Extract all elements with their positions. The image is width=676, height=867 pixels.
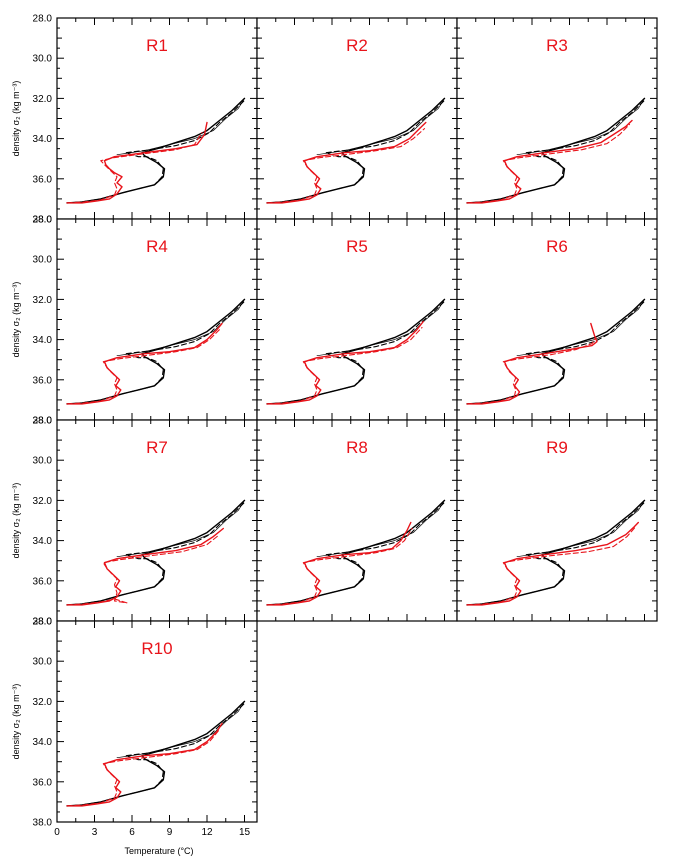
model-profile-dashed — [266, 527, 413, 606]
panel-r5: R5 — [256, 218, 458, 421]
y-axis-title: density σ₂ (kg m⁻³) — [11, 81, 21, 157]
model-profile-solid — [266, 521, 412, 606]
panel-r3: R3 — [456, 17, 658, 220]
panel-r6: R6 — [456, 218, 658, 421]
obs-profile-dashed — [66, 99, 246, 204]
model-profile-solid — [66, 527, 224, 606]
y-tick-label: 38.0 — [33, 617, 53, 628]
obs-profile-thin — [116, 701, 245, 759]
obs-profile-thin — [516, 98, 645, 156]
model-profile-dashed — [66, 329, 221, 405]
model-profile-dashed — [66, 728, 221, 807]
model-profile-dashed — [66, 534, 221, 606]
panel-label: R7 — [146, 438, 168, 457]
panel-label: R4 — [146, 237, 168, 256]
obs-profile-thin — [116, 500, 245, 558]
panel-r9: R9 — [456, 419, 658, 622]
model-profile-dashed — [466, 337, 597, 405]
obs-profile-dashed — [66, 300, 246, 405]
obs-profile-dashed — [466, 99, 646, 204]
model-profile-solid — [66, 322, 223, 405]
y-tick-label: 34.0 — [33, 737, 53, 748]
y-tick-label: 30.0 — [33, 657, 53, 668]
obs-profile-thin — [316, 98, 445, 156]
obs-profile-dashed — [466, 501, 646, 606]
obs-profile-dashed — [466, 300, 646, 405]
y-tick-label: 38.0 — [33, 818, 53, 829]
y-tick-label: 30.0 — [33, 255, 53, 266]
panel-r10: 28.0 30.0 32.0 34.0 36.0 38.0 density σ₂ (kg m… — [11, 617, 258, 838]
panel-label: R1 — [146, 36, 168, 55]
y-tick-label: 30.0 — [33, 54, 53, 65]
model-profile-solid — [466, 322, 598, 405]
obs-profile-thin — [516, 299, 645, 357]
model-profile-solid — [466, 119, 633, 204]
x-axis-title: Temperature (°C) — [124, 846, 193, 856]
panel-label: R5 — [346, 237, 368, 256]
model-profile-solid — [466, 521, 639, 606]
obs-profile-thin — [116, 299, 245, 357]
panels-layer: 28.0 30.0 32.0 34.0 36.0 38.0 density σ₂ (kg m… — [11, 14, 658, 838]
model-profile-solid — [66, 722, 223, 807]
y-tick-label: 34.0 — [33, 134, 53, 145]
model-profile-solid — [66, 121, 208, 204]
y-tick-label: 28.0 — [33, 617, 53, 628]
model-profile-solid — [266, 121, 427, 204]
obs-profile-thin — [316, 299, 445, 357]
y-tick-label: 38.0 — [33, 416, 53, 427]
x-tick-label: 3 — [92, 827, 98, 838]
panel-label: R2 — [346, 36, 368, 55]
panel-label: R3 — [546, 36, 568, 55]
panel-label: R10 — [141, 639, 172, 658]
panel-r8: R8 — [256, 419, 458, 622]
x-tick-label: 15 — [239, 827, 251, 838]
y-tick-label: 32.0 — [33, 697, 53, 708]
y-tick-label: 34.0 — [33, 536, 53, 547]
y-tick-label: 38.0 — [33, 215, 53, 226]
obs-profile-dashed — [66, 501, 246, 606]
panel-r4: 28.0 30.0 32.0 34.0 36.0 38.0 density σ₂ (kg m… — [11, 215, 258, 427]
model-profile-dashed — [466, 525, 637, 606]
y-tick-label: 36.0 — [33, 174, 53, 185]
model-profile-dashed — [266, 326, 423, 405]
model-profile-solid — [266, 320, 424, 405]
panel-label: R6 — [546, 237, 568, 256]
x-tick-label: 6 — [129, 827, 135, 838]
panel-label: R8 — [346, 438, 368, 457]
y-tick-label: 36.0 — [33, 777, 53, 788]
y-tick-label: 28.0 — [33, 416, 53, 427]
y-tick-label: 28.0 — [33, 14, 53, 25]
panel-r7: 28.0 30.0 32.0 34.0 36.0 38.0 density σ₂ (kg m… — [11, 416, 258, 628]
y-tick-label: 36.0 — [33, 375, 53, 386]
obs-profile-dashed — [266, 300, 446, 405]
y-axis-title: density σ₂ (kg m⁻³) — [11, 282, 21, 358]
y-tick-label: 32.0 — [33, 496, 53, 507]
obs-profile-dashed — [266, 99, 446, 204]
y-tick-label: 30.0 — [33, 456, 53, 467]
y-axis-title: density σ₂ (kg m⁻³) — [11, 684, 21, 760]
obs-profile-dashed — [266, 501, 446, 606]
y-tick-label: 28.0 — [33, 215, 53, 226]
panel-label: R9 — [546, 438, 568, 457]
model-profile-dashed — [466, 123, 631, 204]
model-profile-dashed — [66, 132, 203, 204]
y-axis-title: density σ₂ (kg m⁻³) — [11, 483, 21, 559]
y-tick-label: 34.0 — [33, 335, 53, 346]
x-tick-label: 12 — [201, 827, 213, 838]
x-tick-label: 9 — [167, 827, 173, 838]
obs-profile-thin — [516, 500, 645, 558]
x-tick-label: 0 — [54, 827, 60, 838]
y-tick-label: 32.0 — [33, 94, 53, 105]
panel-r2: R2 — [256, 17, 458, 220]
panel-r1: 28.0 30.0 32.0 34.0 36.0 38.0 density σ₂ (kg m… — [11, 14, 258, 226]
y-tick-label: 36.0 — [33, 576, 53, 587]
model-profile-dashed — [266, 128, 426, 204]
y-tick-label: 32.0 — [33, 295, 53, 306]
obs-profile-dashed — [66, 702, 246, 807]
